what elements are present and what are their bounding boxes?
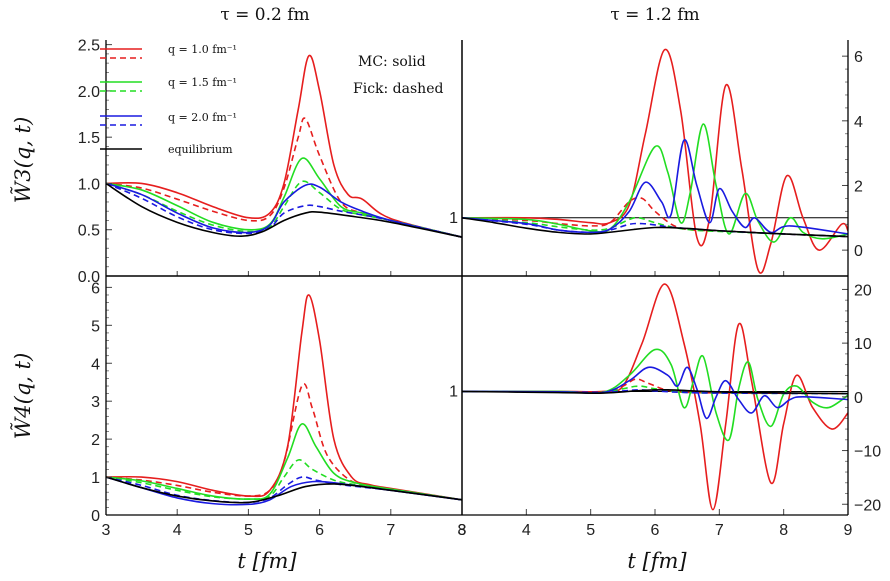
series-line-2 [462, 123, 848, 243]
series-line-6 [106, 182, 462, 238]
y-tick-label: 1.0 [78, 176, 100, 193]
column-title-right: τ = 1.2 fm [610, 5, 699, 25]
y-tick-label: 4 [91, 356, 100, 373]
y-axis-title-bottom: W̃4(q, t) [11, 353, 35, 440]
series-line-3 [106, 459, 462, 501]
x-tick-label: 8 [458, 522, 467, 539]
series-line-2 [106, 423, 462, 501]
x-tick-label: 9 [844, 522, 853, 539]
series-line-5 [106, 182, 462, 238]
y-tick-label: −20 [854, 497, 881, 514]
panel-bottom-right: 1 3 4 5 6 7 8 9−20 −10 0 10 20 [449, 282, 881, 539]
y-tick-label: 0.5 [78, 223, 100, 240]
y-tick-label: 10 [854, 336, 872, 353]
series-line-6 [462, 388, 848, 395]
y-tick-label: 1 [91, 470, 100, 487]
y-tick-label: 2.0 [78, 84, 100, 101]
y-tick-label: −10 [854, 444, 881, 461]
y-tick-label: 0 [854, 243, 863, 260]
x-tick-label: 5 [244, 522, 253, 539]
y-tick-label: 2 [854, 178, 863, 195]
y-tick-label: 20 [854, 282, 872, 299]
x-tick-label: 7 [715, 522, 724, 539]
y-tick-label: 0 [854, 390, 863, 407]
series-line-2 [106, 157, 462, 238]
x-axis-title-left: t [fm] [237, 549, 297, 573]
x-tick-label: 3 [102, 522, 111, 539]
reference-label: 1 [449, 210, 458, 227]
series-line-0 [106, 294, 462, 501]
series-line-4 [462, 139, 848, 235]
series-line-0 [462, 283, 848, 511]
y-tick-label: 1.5 [78, 130, 100, 147]
y-tick-label: 0 [91, 508, 100, 525]
legend: q = 1.0 fm⁻¹ q = 1.5 fm⁻¹ q = 2.0 fm⁻¹ e… [100, 43, 237, 156]
reference-label: 1 [449, 383, 458, 400]
series-line-4 [106, 182, 462, 238]
axes-frame [105, 40, 849, 516]
x-tick-label: 7 [386, 522, 395, 539]
series-line-1 [462, 378, 848, 395]
y-tick-label: 0.0 [78, 269, 100, 286]
series-group [462, 283, 848, 511]
series-group [106, 294, 462, 506]
x-tick-label: 6 [651, 522, 660, 539]
y-tick-label: 3 [91, 394, 100, 411]
series-line-2 [462, 348, 848, 442]
y-tick-label: 2.5 [78, 38, 100, 55]
panel-top-left: 0.0 0.5 1.0 1.5 2.0 2.5 [78, 38, 463, 286]
column-title-left: τ = 0.2 fm [220, 5, 309, 25]
y-tick-label: 5 [91, 318, 100, 335]
y-tick-label: 4 [854, 114, 863, 131]
legend-label-q2: q = 2.0 fm⁻¹ [168, 111, 237, 124]
series-line-4 [462, 366, 848, 420]
x-axis-title-right: t [fm] [627, 549, 687, 573]
note-fick-dashed: Fick: dashed [353, 81, 443, 97]
series-line-3 [106, 180, 462, 238]
series-line-6 [106, 476, 462, 504]
y-tick-label: 6 [91, 280, 100, 297]
series-group [462, 48, 848, 274]
note-mc-solid: MC: solid [358, 54, 426, 70]
legend-label-q1: q = 1.0 fm⁻¹ [168, 43, 237, 56]
x-tick-label: 6 [315, 522, 324, 539]
x-tick-label: 4 [522, 522, 531, 539]
series-line-5 [106, 476, 462, 504]
series-line-0 [462, 48, 848, 274]
x-tick-label: 3 [458, 522, 467, 539]
y-axis-title-top: W̃3(q, t) [11, 117, 35, 204]
series-line-0 [106, 54, 462, 238]
legend-label-equilibrium: equilibrium [168, 143, 233, 156]
x-tick-label: 5 [586, 522, 595, 539]
series-group [106, 54, 462, 238]
series-line-1 [106, 117, 462, 238]
series-line-1 [106, 383, 462, 501]
y-tick-label: 6 [854, 49, 863, 66]
legend-label-q15: q = 1.5 fm⁻¹ [168, 76, 237, 89]
panel-top-right: 1 0 2 4 6 [449, 48, 863, 276]
x-tick-label: 4 [173, 522, 182, 539]
y-tick-label: 2 [91, 432, 100, 449]
series-line-6 [462, 217, 848, 238]
x-tick-label: 8 [779, 522, 788, 539]
panel-bottom-left: 3 4 5 6 7 8 0 1 2 3 4 5 6 [91, 280, 466, 539]
